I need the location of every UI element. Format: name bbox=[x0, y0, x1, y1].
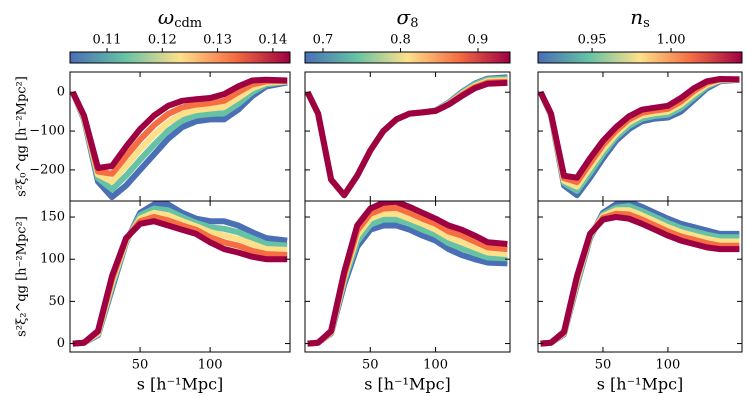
line bbox=[72, 218, 288, 347]
panel bbox=[72, 201, 288, 347]
title-symbol: σ bbox=[397, 5, 412, 29]
panel bbox=[538, 76, 740, 199]
x-axis-label: s [h⁻¹Mpc] bbox=[137, 375, 224, 394]
y-tick-label: 0 bbox=[57, 85, 65, 100]
colorbar-tick-label: 0.7 bbox=[313, 33, 334, 48]
colorbar bbox=[69, 51, 291, 64]
line bbox=[538, 76, 740, 181]
line bbox=[538, 76, 740, 190]
x-axis-label: s [h⁻¹Mpc] bbox=[364, 375, 451, 394]
colorbar-tick-label: 0.12 bbox=[148, 33, 177, 48]
y-tick-label: 0 bbox=[57, 336, 65, 351]
y-axis-label: s²ξ₂^qg [h⁻²Mpc²] bbox=[15, 216, 30, 337]
x-tick-label: 50 bbox=[362, 358, 379, 373]
colorbar-tick-label: 0.14 bbox=[258, 33, 287, 48]
line bbox=[305, 79, 508, 199]
x-axis-label: s [h⁻¹Mpc] bbox=[597, 375, 684, 394]
colorbar-title: ns bbox=[630, 5, 650, 31]
line bbox=[307, 210, 508, 347]
line bbox=[307, 201, 508, 347]
x-tick-label: 100 bbox=[423, 358, 448, 373]
colorbar bbox=[304, 51, 511, 64]
panel bbox=[70, 76, 288, 201]
frame bbox=[304, 200, 511, 353]
title-symbol: n bbox=[630, 5, 643, 29]
line bbox=[305, 74, 508, 199]
line bbox=[70, 76, 288, 171]
panel bbox=[305, 74, 508, 199]
title-subscript: s bbox=[643, 16, 650, 31]
colorbar-title: ωcdm bbox=[158, 5, 202, 31]
x-tick-label: 100 bbox=[198, 358, 223, 373]
y-tick-label: −200 bbox=[29, 162, 65, 177]
x-tick-label: 50 bbox=[132, 358, 149, 373]
y-tick-label: 50 bbox=[48, 294, 65, 309]
panel bbox=[540, 201, 740, 347]
line bbox=[70, 79, 288, 201]
y-axis-label: s²ξ₀^qg [h⁻²Mpc²] bbox=[15, 76, 30, 197]
title-subscript: cdm bbox=[174, 16, 202, 31]
frame bbox=[537, 200, 743, 353]
y-tick-label: 150 bbox=[40, 210, 65, 225]
x-tick-label: 50 bbox=[595, 358, 612, 373]
line bbox=[70, 78, 288, 185]
line bbox=[305, 78, 508, 199]
line bbox=[540, 203, 740, 347]
line bbox=[305, 77, 508, 199]
colorbar-tick-label: 1.00 bbox=[657, 33, 686, 48]
frame bbox=[69, 200, 291, 353]
panel bbox=[307, 201, 508, 347]
colorbar-tick-label: 0.8 bbox=[390, 33, 411, 48]
colorbar-tick-label: 0.9 bbox=[468, 33, 489, 48]
x-tick-label: 100 bbox=[656, 358, 681, 373]
colorbar-title: σ8 bbox=[397, 5, 419, 31]
line bbox=[538, 76, 740, 185]
y-tick-label: −100 bbox=[29, 124, 65, 139]
line bbox=[305, 75, 508, 199]
line bbox=[70, 77, 288, 177]
title-symbol: ω bbox=[158, 5, 174, 29]
colorbar-tick-label: 0.13 bbox=[203, 33, 232, 48]
line bbox=[540, 214, 740, 347]
line bbox=[70, 78, 288, 193]
colorbar bbox=[537, 51, 743, 64]
y-tick-label: 100 bbox=[40, 252, 65, 267]
colorbar-tick-label: 0.11 bbox=[93, 33, 122, 48]
title-subscript: 8 bbox=[410, 16, 418, 31]
colorbar-tick-label: 0.95 bbox=[578, 33, 607, 48]
